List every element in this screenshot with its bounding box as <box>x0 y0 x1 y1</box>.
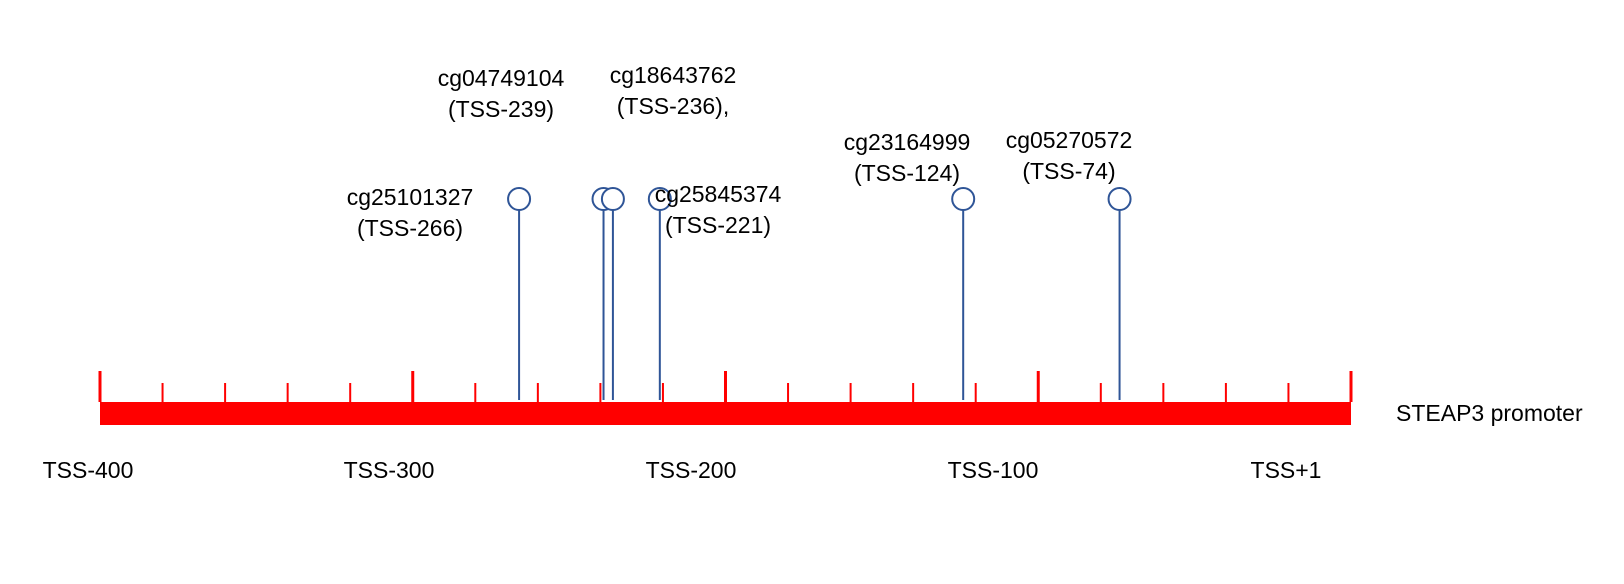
site-marker-cg25845374 <box>647 187 672 211</box>
axis-label-tss-plus-1: TSS+1 <box>1251 457 1322 483</box>
axis-label-tss-300: TSS-300 <box>344 457 435 483</box>
site-id-label-cg23164999: cg23164999 <box>844 129 971 155</box>
axis-label-tss-200: TSS-200 <box>646 457 737 483</box>
cpg-site-markers <box>507 187 1132 400</box>
site-position-label-cg25101327: (TSS-266) <box>357 215 463 241</box>
promoter-tick-marks <box>98 371 1353 402</box>
axis-label-tss-400: TSS-400 <box>43 457 134 483</box>
site-id-label-cg04749104: cg04749104 <box>438 65 565 91</box>
site-marker-cg05270572 <box>1107 187 1132 211</box>
axis-label-tss-100: TSS-100 <box>948 457 1039 483</box>
site-marker-cg23164999 <box>951 187 976 211</box>
site-position-label-cg23164999: (TSS-124) <box>854 160 960 186</box>
site-id-label-cg25101327: cg25101327 <box>347 184 474 210</box>
promoter-bar <box>100 402 1351 425</box>
promoter-label: STEAP3 promoter <box>1396 400 1583 426</box>
site-position-label-cg18643762: (TSS-236), <box>617 93 729 119</box>
site-marker-cg18643762 <box>600 187 625 211</box>
site-marker-cg25101327 <box>507 187 532 211</box>
site-position-label-cg04749104: (TSS-239) <box>448 96 554 122</box>
site-position-label-cg25845374: (TSS-221) <box>665 212 771 238</box>
site-id-label-cg18643762: cg18643762 <box>610 62 737 88</box>
site-id-label-cg25845374: cg25845374 <box>655 181 782 207</box>
site-position-label-cg05270572: (TSS-74) <box>1022 158 1115 184</box>
site-id-label-cg05270572: cg05270572 <box>1006 127 1133 153</box>
